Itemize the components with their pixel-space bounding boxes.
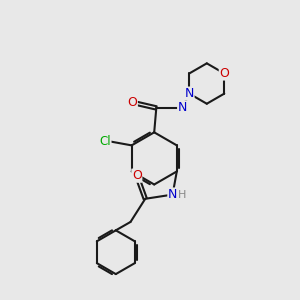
Text: O: O: [219, 67, 229, 80]
Text: N: N: [178, 101, 187, 114]
Text: Cl: Cl: [99, 135, 111, 148]
Text: O: O: [128, 96, 137, 110]
Text: H: H: [178, 190, 186, 200]
Text: N: N: [168, 188, 177, 201]
Text: O: O: [132, 169, 142, 182]
Text: N: N: [184, 87, 194, 100]
